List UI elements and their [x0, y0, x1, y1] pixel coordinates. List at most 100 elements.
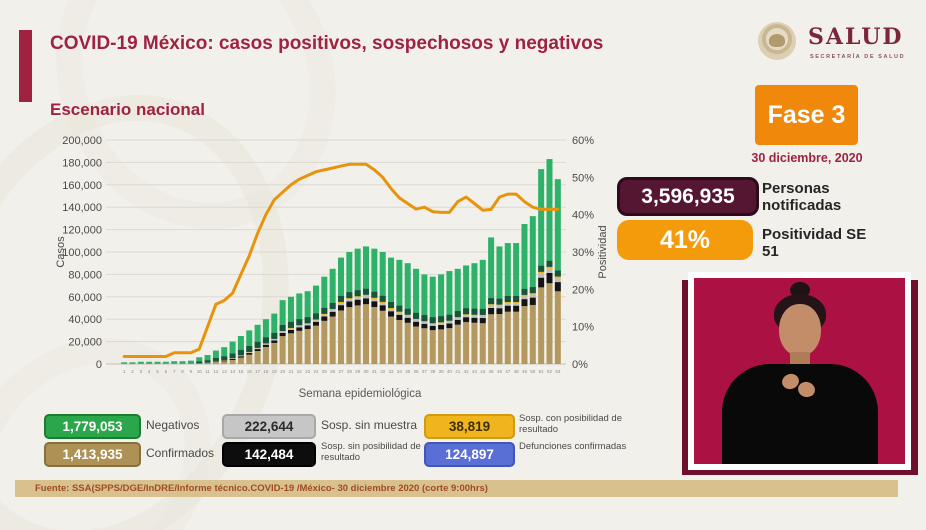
- notified-count-badge: 3,596,935: [617, 177, 759, 216]
- svg-text:10: 10: [197, 369, 203, 374]
- svg-text:21: 21: [288, 369, 294, 374]
- svg-text:53: 53: [555, 369, 561, 374]
- notified-count-label: Personas notificadas: [762, 180, 842, 215]
- svg-text:43: 43: [472, 369, 478, 374]
- svg-text:42: 42: [464, 369, 470, 374]
- svg-text:60,000: 60,000: [68, 292, 102, 304]
- positivity-line: [122, 162, 560, 358]
- svg-text:15: 15: [238, 369, 244, 374]
- source-text: Fuente: SSA(SPPS/DGE/InDRE/Informe técni…: [35, 483, 488, 494]
- svg-text:17: 17: [255, 369, 261, 374]
- svg-text:14: 14: [230, 369, 236, 374]
- svg-text:10%: 10%: [572, 322, 594, 334]
- legend-badge-sosp-sin-posibilidad: 142,484: [222, 442, 316, 467]
- national-scenario-chart: 0 20,000 40,000 60,000 80,000 100,000 120,000 1…: [55, 135, 609, 374]
- svg-text:19: 19: [272, 369, 278, 374]
- legend-badge-sosp-sin-muestra: 222,644: [222, 414, 316, 439]
- svg-text:44: 44: [480, 369, 486, 374]
- svg-text:7: 7: [173, 369, 176, 374]
- svg-text:39: 39: [439, 369, 445, 374]
- svg-text:37: 37: [422, 369, 428, 374]
- svg-text:30: 30: [364, 369, 370, 374]
- svg-text:60%: 60%: [572, 135, 594, 147]
- interpreter-body: [721, 364, 878, 464]
- phase-badge: Fase 3: [755, 85, 858, 145]
- svg-text:6: 6: [165, 369, 168, 374]
- svg-text:40,000: 40,000: [68, 314, 102, 326]
- svg-text:50%: 50%: [572, 172, 594, 184]
- stacked-bars: [121, 159, 561, 364]
- svg-text:26: 26: [330, 369, 336, 374]
- page-title: COVID-19 México: casos positivos, sospec…: [50, 33, 604, 54]
- source-bar: Fuente: SSA(SPPS/DGE/InDRE/Informe técni…: [15, 480, 898, 497]
- svg-text:11: 11: [205, 369, 210, 374]
- svg-text:0: 0: [96, 359, 102, 371]
- svg-text:34: 34: [397, 369, 403, 374]
- svg-text:31: 31: [372, 369, 378, 374]
- svg-text:180,000: 180,000: [62, 157, 102, 169]
- svg-text:40: 40: [447, 369, 453, 374]
- interpreter-head: [778, 304, 821, 356]
- svg-text:20: 20: [280, 369, 286, 374]
- legend-badge-negativos: 1,779,053: [44, 414, 141, 439]
- svg-text:18: 18: [263, 369, 269, 374]
- svg-text:160,000: 160,000: [62, 180, 102, 192]
- svg-text:47: 47: [505, 369, 511, 374]
- svg-text:27: 27: [338, 369, 344, 374]
- title-accent-bar: [19, 30, 32, 102]
- svg-text:41: 41: [455, 369, 461, 374]
- legend-label-sosp-con-posibilidad: Sosp. con posibilidad de resultado: [519, 413, 622, 435]
- logo-subtitle: SECRETARÍA DE SALUD: [810, 54, 906, 60]
- svg-text:120,000: 120,000: [62, 225, 102, 237]
- positivity-label: Positividad SE 51: [762, 226, 867, 261]
- legend-label-defunciones: Defunciones confirmadas: [519, 441, 627, 452]
- svg-text:12: 12: [213, 369, 219, 374]
- svg-text:13: 13: [222, 369, 228, 374]
- report-date: 30 diciembre, 2020: [751, 151, 863, 165]
- legend-label-sosp-sin-posibilidad: Sosp. sin posibilidad de resultado: [321, 441, 421, 463]
- svg-text:28: 28: [347, 369, 353, 374]
- x-axis-title: Semana epidemiológica: [298, 388, 422, 400]
- logo-wordmark: SALUD: [808, 24, 904, 50]
- svg-text:45: 45: [489, 369, 495, 374]
- svg-text:80,000: 80,000: [68, 269, 102, 281]
- legend-label-sosp-sin-muestra: Sosp. sin muestra: [321, 418, 418, 432]
- svg-text:8: 8: [181, 369, 184, 374]
- svg-text:38: 38: [430, 369, 436, 374]
- svg-text:200,000: 200,000: [62, 135, 102, 147]
- svg-text:0%: 0%: [572, 359, 588, 371]
- legend-badge-confirmados: 1,413,935: [44, 442, 141, 467]
- positivity-badge: 41%: [617, 220, 753, 260]
- svg-text:Casos: Casos: [55, 236, 67, 268]
- svg-text:36: 36: [414, 369, 420, 374]
- svg-text:100,000: 100,000: [62, 247, 102, 259]
- svg-text:Positividad: Positividad: [597, 225, 609, 278]
- legend-label-confirmados: Confirmados: [146, 446, 215, 460]
- legend-label-negativos: Negativos: [146, 418, 200, 432]
- legend-badge-sosp-con-posibilidad: 38,819: [424, 414, 515, 439]
- svg-text:3: 3: [140, 369, 143, 374]
- svg-text:52: 52: [547, 369, 553, 374]
- svg-text:49: 49: [522, 369, 528, 374]
- svg-text:5: 5: [156, 369, 159, 374]
- svg-text:20,000: 20,000: [68, 337, 102, 349]
- legend-badge-defunciones: 124,897: [424, 442, 515, 467]
- svg-text:35: 35: [405, 369, 411, 374]
- section-title: Escenario nacional: [50, 100, 205, 119]
- svg-text:51: 51: [539, 369, 545, 374]
- svg-text:16: 16: [247, 369, 253, 374]
- sign-language-interpreter-video: [688, 272, 911, 470]
- svg-text:40%: 40%: [572, 210, 594, 222]
- svg-text:32: 32: [380, 369, 386, 374]
- svg-text:23: 23: [305, 369, 311, 374]
- svg-text:9: 9: [190, 369, 193, 374]
- svg-text:140,000: 140,000: [62, 202, 102, 214]
- svg-text:29: 29: [355, 369, 361, 374]
- svg-text:20%: 20%: [572, 284, 594, 296]
- svg-text:22: 22: [297, 369, 303, 374]
- svg-text:30%: 30%: [572, 247, 594, 259]
- svg-text:1: 1: [123, 369, 126, 374]
- svg-text:4: 4: [148, 369, 151, 374]
- svg-text:33: 33: [389, 369, 395, 374]
